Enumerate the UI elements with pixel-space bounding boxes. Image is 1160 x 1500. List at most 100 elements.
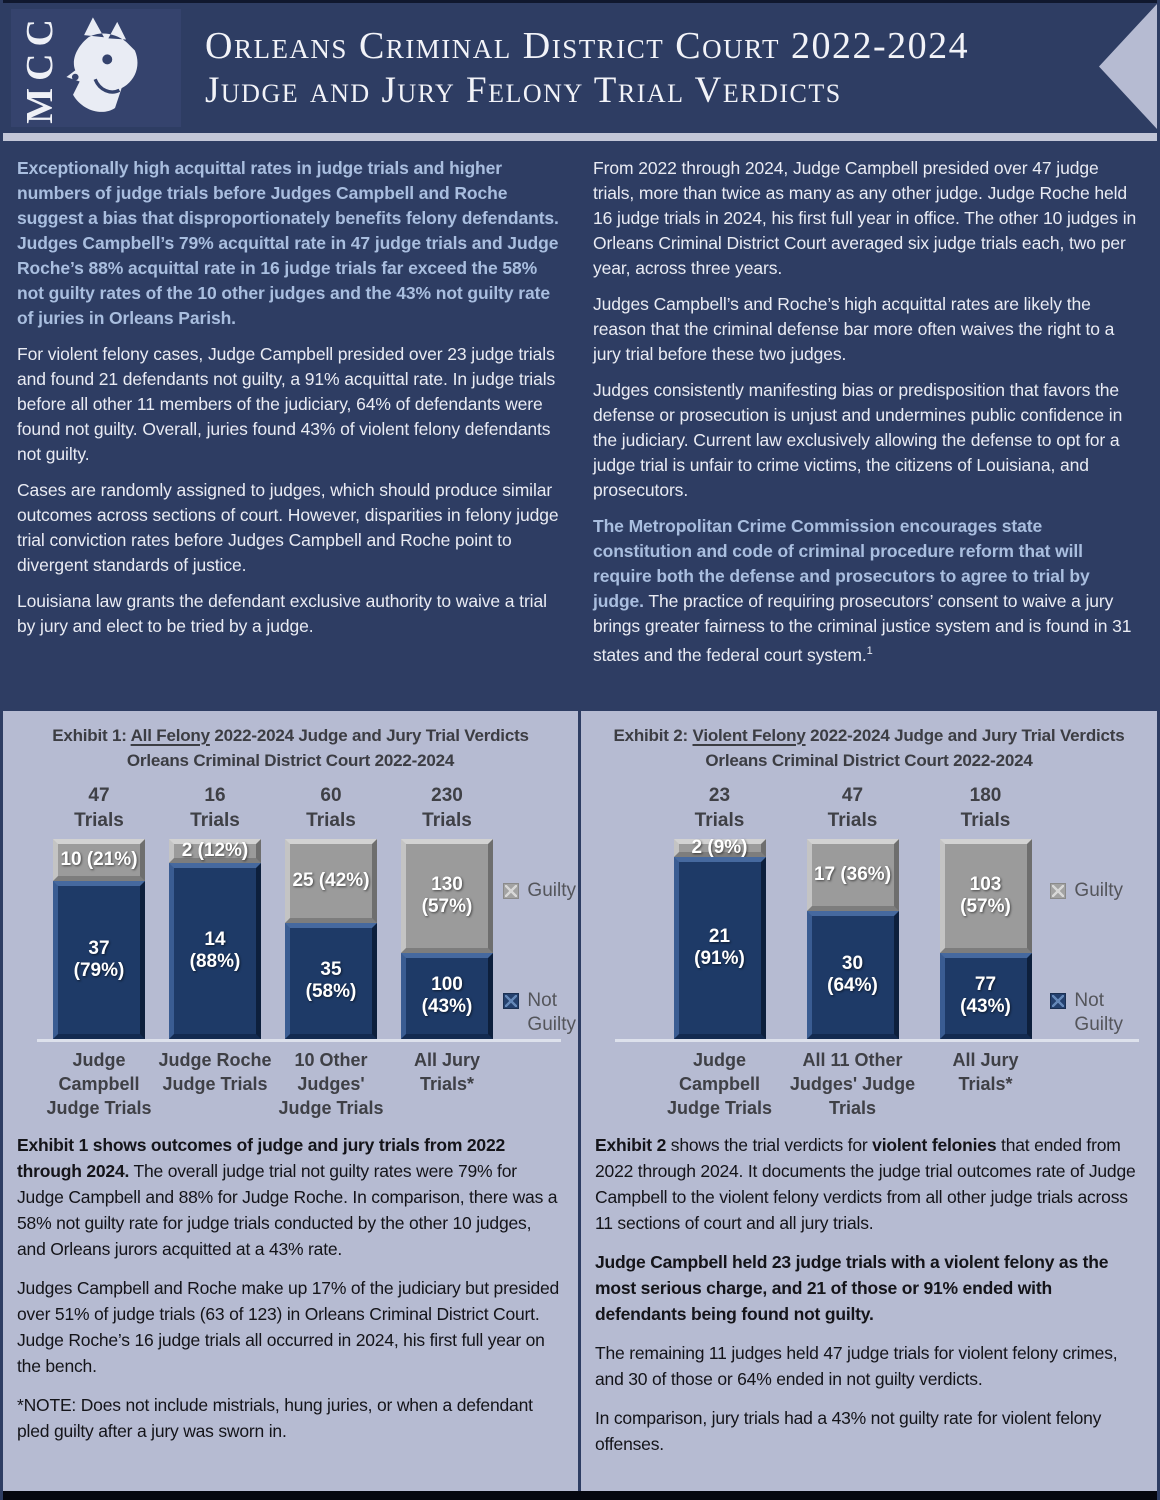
header-titles: Orleans Criminal District Court 2022-202… [205, 23, 969, 113]
bar-column: 47 Trials 17 (36%) 30 (64%) [786, 783, 919, 1039]
not-guilty-swatch-icon [1050, 993, 1067, 1009]
exhibit2-title-prefix: Exhibit 2: [613, 726, 693, 745]
intro-right-column: From 2022 through 2024, Judge Campbell p… [593, 156, 1141, 711]
trials-count-label: 23 Trials [694, 785, 745, 831]
wolf-logo-icon [59, 13, 171, 124]
bar-column: 60 Trials 25 (42%) 35 (58%) [273, 783, 389, 1039]
chart-baseline [615, 1039, 1139, 1042]
guilty-swatch-icon [1050, 883, 1067, 899]
guilty-swatch-icon [503, 883, 520, 899]
stacked-bar: 2 (9%) 21 (91%) [673, 837, 766, 1039]
intro-paragraph: Cases are randomly assigned to judges, w… [17, 480, 559, 575]
not-guilty-swatch-icon [503, 993, 520, 1009]
analysis-bold-lead: Exhibit 2 [595, 1135, 667, 1155]
legend-item-guilty: Guilty [503, 879, 576, 903]
header-banner: MCC Orleans Criminal District Court 2022… [3, 0, 1157, 133]
exhibit1-chart: 47 Trials 10 (21%) 37 (79%) 16 Trials 2 … [3, 783, 578, 1120]
analysis-paragraph: In comparison, jury trials had a 43% not… [595, 1408, 1102, 1454]
legend-label: Guilty [527, 880, 576, 901]
guilty-segment: 2 (9%) [673, 837, 766, 858]
intro-section: Exceptionally high acquittal rates in ju… [3, 141, 1157, 711]
bar-x-label: 10 Other Judges' Judge Trials [278, 1050, 384, 1118]
intro-paragraph: Judges Campbell’s and Roche’s high acqui… [593, 294, 1115, 364]
bar-x-label: All Jury Trials* [413, 1050, 481, 1094]
chart-legend: Guilty Not Guilty [503, 879, 576, 1037]
exhibit2-analysis: Exhibit 2 shows the trial verdicts for v… [581, 1120, 1157, 1457]
analysis-paragraph: The remaining 11 judges held 47 judge tr… [595, 1343, 1118, 1389]
bar-x-label: Judge Campbell Judge Trials [666, 1050, 773, 1118]
exhibit2-chart: 23 Trials 2 (9%) 21 (91%) 47 Trials 17 (… [581, 783, 1157, 1120]
page-title-line2: Judge and Jury Felony Trial Verdicts [205, 70, 842, 112]
exhibit1-column: Exhibit 1: All Felony 2022-2024 Judge an… [3, 711, 581, 1491]
exhibit2-title-suffix: 2022-2024 Judge and Jury Trial Verdicts [805, 726, 1125, 745]
exhibit1-title-suffix: 2022-2024 Judge and Jury Trial Verdicts [209, 726, 529, 745]
not-guilty-segment: 37 (79%) [53, 881, 145, 1039]
bar-column: 16 Trials 2 (12%) 14 (88%) [157, 783, 273, 1039]
analysis-regular: shows the trial verdicts for [666, 1135, 873, 1155]
trials-count-label: 60 Trials [306, 785, 356, 831]
exhibit2-column: Exhibit 2: Violent Felony 2022-2024 Judg… [581, 711, 1157, 1491]
legend-label: Not Guilty [527, 990, 576, 1035]
stacked-bar: 17 (36%) 30 (64%) [806, 839, 899, 1039]
exhibit1-title-underlined: All Felony [130, 726, 210, 745]
legend-label: Guilty [1074, 880, 1123, 901]
trials-count-label: 16 Trials [190, 785, 240, 831]
intro-bold-statement: The Metropolitan Crime Commission encour… [593, 516, 1090, 611]
trials-count-label: 47 Trials [74, 785, 124, 831]
intro-paragraph: For violent felony cases, Judge Campbell… [17, 344, 556, 464]
not-guilty-segment: 21 (91%) [673, 857, 766, 1039]
analysis-bold-lead: Exhibit 1 shows outcomes of judge and ju… [17, 1135, 506, 1181]
intro-paragraph: Judges consistently manifesting bias or … [593, 380, 1123, 500]
analysis-paragraph: Judges Campbell and Roche make up 17% of… [17, 1278, 560, 1376]
guilty-segment: 130 (57%) [401, 839, 493, 953]
guilty-segment: 17 (36%) [806, 839, 899, 911]
intro-paragraph: Exceptionally high acquittal rates in ju… [17, 158, 559, 328]
not-guilty-segment: 100 (43%) [401, 953, 493, 1039]
not-guilty-segment: 77 (43%) [939, 953, 1032, 1039]
exhibit2-title-underlined: Violent Felony [692, 726, 806, 745]
trials-count-label: 180 Trials [960, 785, 1011, 831]
footnote-text: *NOTE: Does not include mistrials, hung … [17, 1395, 533, 1441]
footer-bar [3, 1491, 1157, 1500]
guilty-segment: 103 (57%) [939, 839, 1032, 953]
exhibit1-title-prefix: Exhibit 1: [52, 726, 131, 745]
guilty-segment: 2 (12%) [169, 839, 261, 863]
intro-paragraph: From 2022 through 2024, Judge Campbell p… [593, 158, 1137, 278]
bar-x-label: All Jury Trials* [952, 1050, 1019, 1094]
stacked-bar: 130 (57%) 100 (43%) [401, 839, 493, 1039]
not-guilty-segment: 35 (58%) [285, 923, 377, 1039]
exhibit1-subtitle: Orleans Criminal District Court 2022-202… [126, 751, 455, 770]
trials-count-label: 47 Trials [827, 785, 878, 831]
exhibit1-analysis: Exhibit 1 shows outcomes of judge and ju… [3, 1120, 578, 1444]
chart-legend: Guilty Not Guilty [1050, 879, 1123, 1037]
lower-section: Exhibit 1: All Felony 2022-2024 Judge an… [3, 711, 1157, 1491]
legend-item-guilty: Guilty [1050, 879, 1123, 903]
bar-x-label: Judge Roche Judge Trials [158, 1050, 272, 1094]
chart-baseline [37, 1039, 561, 1042]
bar-column: 23 Trials 2 (9%) 21 (91%) [653, 783, 786, 1039]
header-divider-strip [3, 133, 1157, 141]
stacked-bar: 25 (42%) 35 (58%) [285, 839, 377, 1039]
page-title-line1: Orleans Criminal District Court 2022-202… [205, 24, 970, 67]
footnote-marker: 1 [866, 645, 873, 657]
analysis-regular: The overall judge trial not guilty rates… [17, 1161, 558, 1259]
legend-label: Not Guilty [1074, 990, 1123, 1035]
stacked-bar: 2 (12%) 14 (88%) [169, 839, 261, 1039]
stacked-bar: 103 (57%) 77 (43%) [939, 839, 1032, 1039]
legend-item-not-guilty: Not Guilty [1050, 989, 1123, 1037]
not-guilty-segment: 14 (88%) [169, 863, 261, 1039]
guilty-segment: 25 (42%) [285, 839, 377, 923]
bar-column: 180 Trials 103 (57%) 77 (43%) [919, 783, 1052, 1039]
stacked-bar: 10 (21%) 37 (79%) [53, 839, 145, 1039]
bar-x-label: Judge Campbell Judge Trials [46, 1050, 152, 1118]
guilty-segment: 10 (21%) [53, 839, 145, 881]
analysis-regular: that ended from 2022 through 2024. It do… [595, 1135, 1136, 1233]
legend-item-not-guilty: Not Guilty [503, 989, 576, 1037]
trials-count-label: 230 Trials [422, 785, 472, 831]
intro-paragraph: Louisiana law grants the defendant exclu… [17, 591, 547, 636]
analysis-paragraph: Exhibit 2 shows the trial verdicts for v… [595, 1132, 1141, 1236]
bar-column: 230 Trials 130 (57%) 100 (43%) [389, 783, 505, 1039]
bar-column: 47 Trials 10 (21%) 37 (79%) [41, 783, 157, 1039]
exhibit2-title: Exhibit 2: Violent Felony 2022-2024 Judg… [581, 723, 1157, 748]
